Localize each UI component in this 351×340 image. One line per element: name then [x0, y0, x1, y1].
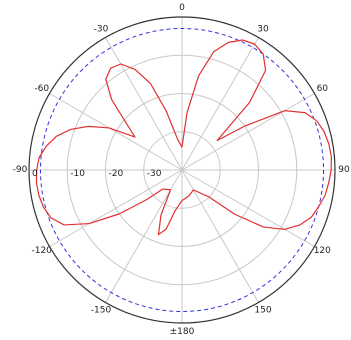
grid-spoke — [181, 93, 315, 171]
angle-tick-label: 0 — [179, 3, 185, 13]
angle-tick-label: 150 — [254, 305, 271, 315]
grid-spoke — [105, 37, 183, 171]
angle-tick-label: 90 — [338, 165, 350, 175]
radial-tick-label: -20 — [109, 169, 124, 179]
grid-spoke — [49, 169, 183, 247]
angle-tick-label: -150 — [91, 305, 112, 315]
angle-tick-label: -30 — [94, 25, 109, 35]
series-layer — [35, 39, 332, 236]
grid-spoke — [181, 37, 259, 171]
reference-circle — [39, 27, 325, 313]
series-line — [35, 39, 332, 236]
grid-spoke — [49, 93, 183, 171]
radial-tick-label: 0 — [32, 169, 38, 179]
angle-tick-label: 120 — [314, 246, 331, 256]
angle-tick-label: -120 — [31, 246, 52, 256]
grid-spoke — [181, 169, 259, 303]
angle-tick-label: 60 — [317, 84, 329, 94]
angle-tick-label: ±180 — [170, 327, 195, 337]
angle-tick-label: -90 — [13, 165, 28, 175]
labels: 0 30 60 90 120 150 ±180 -150 -120 -90 -60 -30 0 -10 -2… — [13, 3, 350, 337]
angle-tick-label: 30 — [257, 25, 269, 35]
angle-tick-label: -60 — [34, 84, 49, 94]
outer-circle — [28, 16, 336, 324]
radial-tick-label: -10 — [70, 169, 85, 179]
radial-tick-label: -30 — [147, 169, 162, 179]
grid-spoke — [181, 169, 315, 247]
